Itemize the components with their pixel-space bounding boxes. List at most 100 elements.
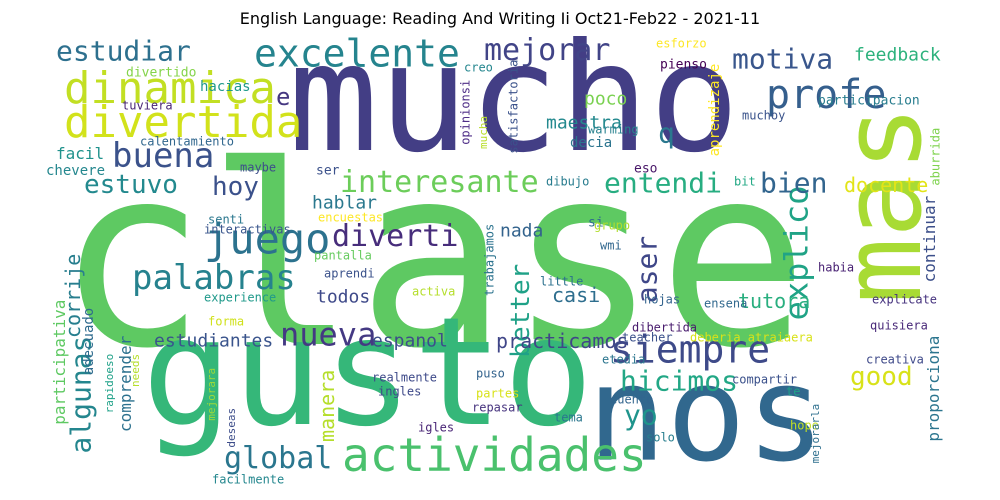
word-needs: needs [129,354,142,387]
word-comprender: comprender [116,335,135,432]
word-teacher: teacher [622,331,673,345]
word-actividades: actividades [342,428,647,482]
word-facilmente: facilmente [212,473,284,487]
word-tutora: tutora [738,289,810,313]
word-solo: solo [646,431,675,445]
word-estudiantes: estudiantes [154,330,273,351]
word-decia: decia [570,135,612,151]
word-mejorarla: mejorarla [809,404,822,464]
word-continuar: continuar [920,195,939,282]
word-good: good [850,362,913,392]
word-estuvo: estuvo [84,170,178,200]
word-satisfactoria: satisfactoria [507,60,521,154]
word-opinionsi: opinionsi [459,80,473,145]
word-divertido: divertido [126,65,196,80]
word-pantalla: pantalla [314,249,372,263]
word-feedback: feedback [854,44,941,65]
word-divertida: divertida [64,97,302,148]
word-aprendi: aprendi [324,267,375,281]
word-participacion: participacion [818,93,920,108]
word-habia: habia [818,261,854,275]
word-pienso: pienso [660,57,707,72]
word-bit: bit [734,175,756,189]
word-docente: docente [844,173,928,197]
word-todos: todos [316,286,370,307]
word-creo: creo [464,61,493,75]
word-igles: igles [418,421,454,435]
word-little: little [540,275,583,289]
word-chevere: chevere [46,163,105,179]
word-calentamiento: calentamiento [140,135,234,149]
chart-title: English Language: Reading And Writing Ii… [239,9,761,28]
word-juego: juego [204,215,330,264]
word-experience: experience [204,291,276,305]
word-hope: hope [790,419,819,433]
word-practicamos: practicamos [496,329,628,353]
word-dibujo: dibujo [546,175,589,189]
word-te: te [786,385,800,399]
word-facil: facil [56,144,104,163]
word-aburrida: aburrida [929,128,943,186]
word-yo: yo [624,398,658,431]
word-bien: bien [760,166,827,199]
word-corrije: corrije [61,254,85,338]
word-cuento: cuento [610,393,653,407]
word-grupo: grupo [594,219,630,233]
word-nos: nos [587,338,825,492]
word-mas: mas [818,105,946,304]
word-ensena: ensena [704,297,747,311]
word-creativa: creativa [866,353,924,367]
word-poco: poco [584,88,627,109]
word-nueva: nueva [280,316,376,354]
word-dibertida: dibertida [632,321,697,335]
word-esforzo: esforzo [656,37,707,51]
word-better: better [506,264,536,358]
word-global: global [224,441,332,476]
word-cloud-canvas: clasemuchogustonosmasactividadessiempred… [46,36,946,492]
word-entendi: entendi [604,166,722,199]
word-explicate: explicate [872,293,937,307]
word-compartir: compartir [732,373,797,387]
word-q: q [658,116,675,149]
word-mejorar: mejorar [484,36,610,68]
word-gusto: gusto [142,286,594,460]
word-deseas: deseas [225,408,238,448]
word-hacias: hacias [200,79,251,95]
word-dinamica: dinamica [64,63,276,114]
word-cloud: clase mucho gusto nos mas actividades siempre d… [42,36,958,494]
word-explico: explico [778,186,816,321]
word-maybe: maybe [240,161,276,175]
word-hablar: hablar [312,192,377,213]
word-aser: aser [630,236,663,303]
word-etedia: etedia [602,353,645,367]
word-wmi: wmi [600,239,622,253]
word-hoy: hoy [212,172,259,202]
word-adecuado: adecuado [81,308,97,375]
word-algunas: algunas [64,336,97,454]
word-e: e [276,83,290,111]
word-estudiar: estudiar [56,36,191,67]
word-proporciona: proporciona [924,336,943,442]
word-repasar: repasar [472,401,523,415]
word-encuestas: encuestas [318,211,383,225]
word-profe: profe [766,72,886,118]
word-aprendizaje: aprendizaje [707,64,723,157]
word-clase: clase [56,112,809,403]
word-buena: buena [112,136,214,176]
word-mucho: mucho [288,36,740,186]
word-senti: senti [208,213,244,227]
word-quisiera: quisiera [870,319,928,333]
word-partes: partes [476,387,519,401]
word-muchoy: muchoy [742,109,785,123]
word-excelente: excelente [254,36,460,75]
word-puso: puso [476,367,505,381]
word-tema: tema [554,411,583,425]
word-interactivas: interactivas [204,223,291,237]
word-manera: manera [315,370,339,442]
word-ingles: ingles [378,385,421,399]
word-hicimos: hicimos [620,364,738,397]
word-diverti: diverti [332,219,458,254]
word-activa: activa [412,285,455,299]
word-deberia-atraiaera: deberia atraiaera [690,331,813,345]
word-realmente: realmente [372,371,437,385]
